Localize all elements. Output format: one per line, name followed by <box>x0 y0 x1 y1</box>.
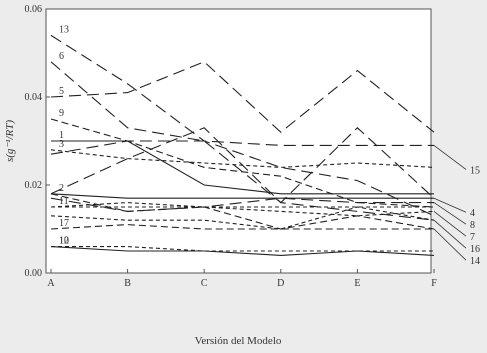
label-leader-8 <box>433 202 467 225</box>
series-line-4 <box>50 127 435 204</box>
series-line-14 <box>50 193 435 230</box>
series-label-6: 6 <box>59 51 64 62</box>
label-leader-4 <box>433 197 467 213</box>
series-label-17: 17 <box>59 218 69 229</box>
y-axis: 0.00 0.02 0.04 0.06 <box>25 4 50 279</box>
series-lines <box>50 34 435 256</box>
series-label-1: 1 <box>59 130 64 141</box>
y-tick-label: 0.06 <box>25 4 43 15</box>
series-line-1 <box>51 140 434 195</box>
x-tick-label: E <box>354 278 360 289</box>
x-tick-label: D <box>277 278 284 289</box>
series-line-12 <box>50 246 435 256</box>
series-label-9: 9 <box>59 108 64 119</box>
x-axis-title: Versión del Modelo <box>195 335 282 347</box>
series-line-7 <box>50 202 435 217</box>
x-tick-label: F <box>431 278 437 289</box>
series-label-14: 14 <box>470 256 480 267</box>
x-axis: A B C D E F <box>47 269 437 289</box>
series-line-2 <box>50 193 434 199</box>
label-leader-14 <box>433 228 467 261</box>
series-line-10 <box>51 246 434 252</box>
y-tick-label: 0.00 <box>25 268 43 279</box>
y-tick-label: 0.04 <box>25 92 43 103</box>
y-tick-label: 0.02 <box>25 180 43 191</box>
label-leader-15 <box>433 145 467 170</box>
series-label-13: 13 <box>59 24 69 35</box>
series-line-9 <box>50 118 435 208</box>
label-leader-7 <box>433 211 467 237</box>
series-line-17 <box>50 224 434 230</box>
series-label-3: 3 <box>59 139 64 150</box>
series-label-7: 7 <box>470 232 475 243</box>
series-line-16 <box>50 206 435 230</box>
series-label-5: 5 <box>59 86 64 97</box>
series-line-5 <box>50 61 435 133</box>
x-tick-label: B <box>124 278 131 289</box>
series-label-4: 4 <box>470 208 475 219</box>
x-tick-label: C <box>201 278 208 289</box>
label-leader-16 <box>433 219 467 249</box>
series-label-2: 2 <box>59 183 64 194</box>
series-label-16: 16 <box>470 244 480 255</box>
series-label-15: 15 <box>470 165 480 176</box>
series-line-8 <box>50 197 434 212</box>
series-label-8: 8 <box>470 220 475 231</box>
series-label-11: 11 <box>59 196 69 207</box>
series-line-13 <box>50 34 435 217</box>
series-label-10: 10 <box>59 236 69 247</box>
series-label-12: 12 <box>59 236 69 247</box>
y-axis-title: s(g⁻¹/RT) <box>4 120 16 162</box>
series-line-15 <box>50 140 434 155</box>
x-tick-label: A <box>47 278 55 289</box>
